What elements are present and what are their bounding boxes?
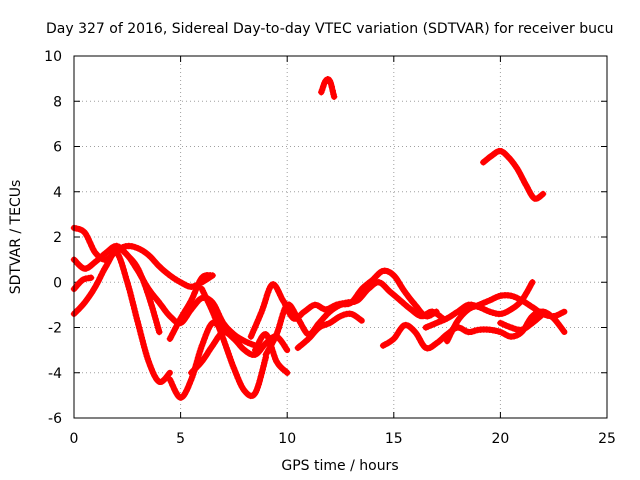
chart-title: Day 327 of 2016, Sidereal Day-to-day VTE…: [46, 21, 614, 37]
axis-ticks: [73, 55, 608, 419]
x-tick-label: 20: [491, 431, 509, 447]
y-tick-label: -6: [48, 411, 62, 427]
data-series: [70, 75, 568, 401]
series-sat-s: [480, 147, 547, 202]
y-tick-label: 4: [53, 185, 62, 201]
series-sat-q: [422, 279, 536, 331]
grid: [74, 56, 607, 418]
y-tick-label: -4: [48, 366, 62, 382]
series-sat-n: [318, 75, 338, 100]
series-sat-c: [70, 249, 173, 385]
y-tick-labels: -6 -4 -2 0 2 4 6 8 10: [44, 49, 62, 427]
y-tick-label: 10: [44, 49, 62, 65]
series-sat-e: [113, 242, 259, 349]
x-tick-label: 25: [598, 431, 616, 447]
y-tick-label: 8: [53, 94, 62, 110]
x-tick-labels: 0 5 10 15 20 25: [70, 431, 616, 447]
x-tick-label: 5: [176, 431, 185, 447]
y-tick-label: 6: [53, 140, 62, 156]
series-sat-g: [166, 272, 216, 343]
series-sat-l: [262, 267, 440, 358]
y-axis-label: SDTVAR / TECUs: [8, 180, 24, 295]
x-tick-label: 15: [385, 431, 403, 447]
series-sat-r: [497, 310, 546, 334]
x-tick-label: 10: [278, 431, 296, 447]
series-sat-i: [198, 285, 269, 400]
y-tick-label: 0: [53, 275, 62, 291]
plot-frame: [73, 55, 608, 419]
x-tick-label: 0: [70, 431, 79, 447]
x-axis-label: GPS time / hours: [281, 458, 398, 474]
y-tick-label: 2: [53, 230, 62, 246]
y-tick-label: -2: [48, 321, 62, 337]
series-sat-m: [294, 310, 365, 352]
